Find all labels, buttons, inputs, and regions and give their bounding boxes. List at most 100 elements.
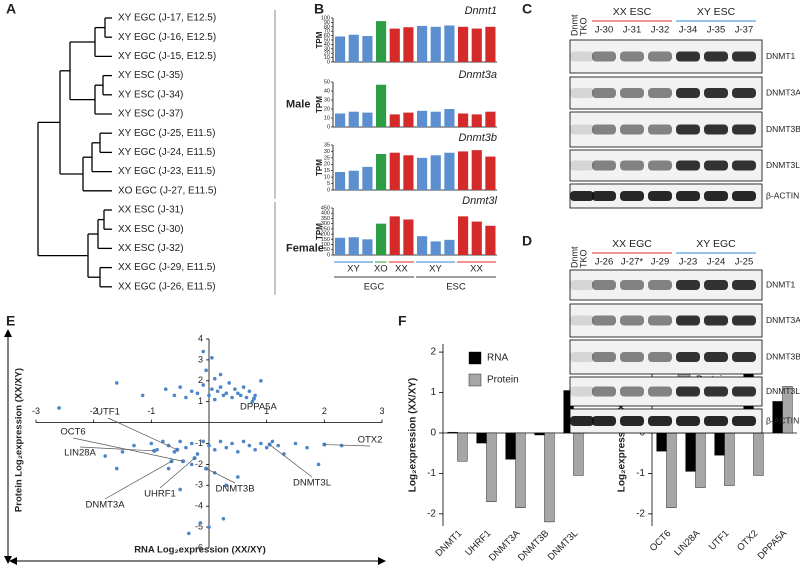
point — [207, 525, 211, 529]
leader-line — [269, 444, 313, 478]
point — [184, 395, 188, 400]
bar — [444, 25, 455, 62]
blot-band — [592, 160, 616, 171]
y-axis-label: Log₂expression (XX/XY) — [408, 378, 419, 492]
header-label: Dnmt — [569, 246, 579, 268]
blot-band — [648, 416, 672, 426]
group-label: Male — [286, 98, 310, 110]
point — [236, 475, 240, 479]
blot-band — [592, 124, 616, 135]
bar — [505, 432, 516, 460]
x-tick-label: DNMT3L — [546, 528, 581, 563]
bar — [348, 34, 359, 62]
leaf-label: XX EGC (J-26, E11.5) — [118, 281, 216, 292]
row-label: β-ACTIN — [766, 190, 799, 200]
blot-band — [592, 88, 616, 98]
bar — [724, 432, 735, 486]
legend-swatch — [468, 351, 482, 365]
bar — [471, 221, 482, 255]
bar — [471, 28, 482, 63]
bar — [695, 432, 706, 488]
y-tick-label: 80 — [324, 24, 330, 30]
bar — [534, 432, 545, 436]
legend-swatch — [468, 373, 482, 387]
legend-label: RNA — [487, 353, 508, 364]
lane-label: J-37 — [735, 25, 753, 36]
y-tick-label: 100 — [321, 15, 330, 21]
point — [189, 389, 194, 394]
blot-band — [620, 416, 644, 426]
group-label: XX — [395, 264, 408, 275]
point — [207, 393, 211, 398]
point — [244, 395, 249, 400]
x-tick-label: DNMT3B — [516, 528, 551, 563]
lane-label: J-30 — [595, 25, 613, 36]
blot-band — [620, 191, 644, 201]
bar — [430, 241, 441, 255]
y-tick-label: 1 — [198, 396, 203, 406]
bar — [573, 432, 584, 476]
y-tick-label: 60 — [324, 33, 330, 39]
blot-band — [732, 315, 756, 326]
point — [201, 383, 206, 387]
x-tick-label: DNMT1 — [433, 528, 464, 559]
y-axis-label: TPM — [315, 96, 324, 113]
x-tick-label: -3 — [32, 406, 40, 416]
row-label: DNMT3L — [766, 160, 800, 170]
lane-label: J-34 — [679, 25, 697, 36]
point — [221, 516, 226, 521]
leaf-label: XX EGC (J-29, E11.5) — [118, 262, 216, 273]
group-label: XY ESC — [697, 6, 736, 18]
bar — [417, 236, 428, 255]
blot-band — [704, 191, 728, 201]
bar — [335, 172, 346, 190]
blot-band — [704, 386, 728, 397]
point — [218, 385, 223, 389]
chart-title: Dnmt3l — [462, 195, 497, 207]
leaf-label: XY ESC (J-35) — [118, 70, 183, 81]
y-tick-label: 4 — [198, 333, 203, 343]
point — [198, 521, 203, 525]
blot-band — [570, 280, 594, 290]
y-tick-label: 25 — [324, 155, 330, 161]
annotation: UHRF1 — [144, 489, 176, 500]
bar — [389, 114, 400, 127]
y-tick-label: 200 — [321, 232, 330, 238]
blot-band — [732, 386, 756, 397]
bar — [376, 21, 387, 62]
point — [178, 439, 182, 444]
point — [241, 385, 246, 389]
group-label: Female — [286, 242, 324, 254]
y-tick-label: -4 — [195, 501, 203, 511]
blot-band — [732, 160, 756, 171]
point — [201, 349, 206, 354]
blot-band — [732, 416, 756, 426]
y-axis-label: TPM — [315, 31, 324, 48]
bar — [656, 432, 667, 452]
point — [276, 443, 281, 448]
bar — [782, 386, 793, 434]
lane-label: J-23 — [679, 257, 697, 268]
annotation: LIN28A — [64, 448, 96, 459]
blot-band — [704, 352, 728, 362]
blot-band — [676, 386, 700, 397]
point — [187, 531, 191, 536]
point — [233, 387, 237, 391]
blot-band — [704, 88, 728, 98]
point — [210, 356, 214, 360]
bar — [458, 113, 469, 127]
point — [201, 439, 206, 444]
leader-line — [324, 444, 371, 447]
lane-label: J-32 — [651, 25, 669, 36]
bar — [685, 432, 696, 472]
point — [259, 379, 263, 383]
blot-band — [704, 416, 728, 426]
bar — [417, 110, 428, 127]
y-tick-label: 0 — [327, 187, 330, 193]
group-label: XX EGC — [612, 238, 652, 250]
y-tick-label: 30 — [324, 97, 330, 103]
leaf-label: XO EGC (J-27, E11.5) — [118, 185, 217, 196]
bar — [458, 216, 469, 255]
bar — [485, 156, 496, 190]
leader-line — [107, 417, 178, 451]
